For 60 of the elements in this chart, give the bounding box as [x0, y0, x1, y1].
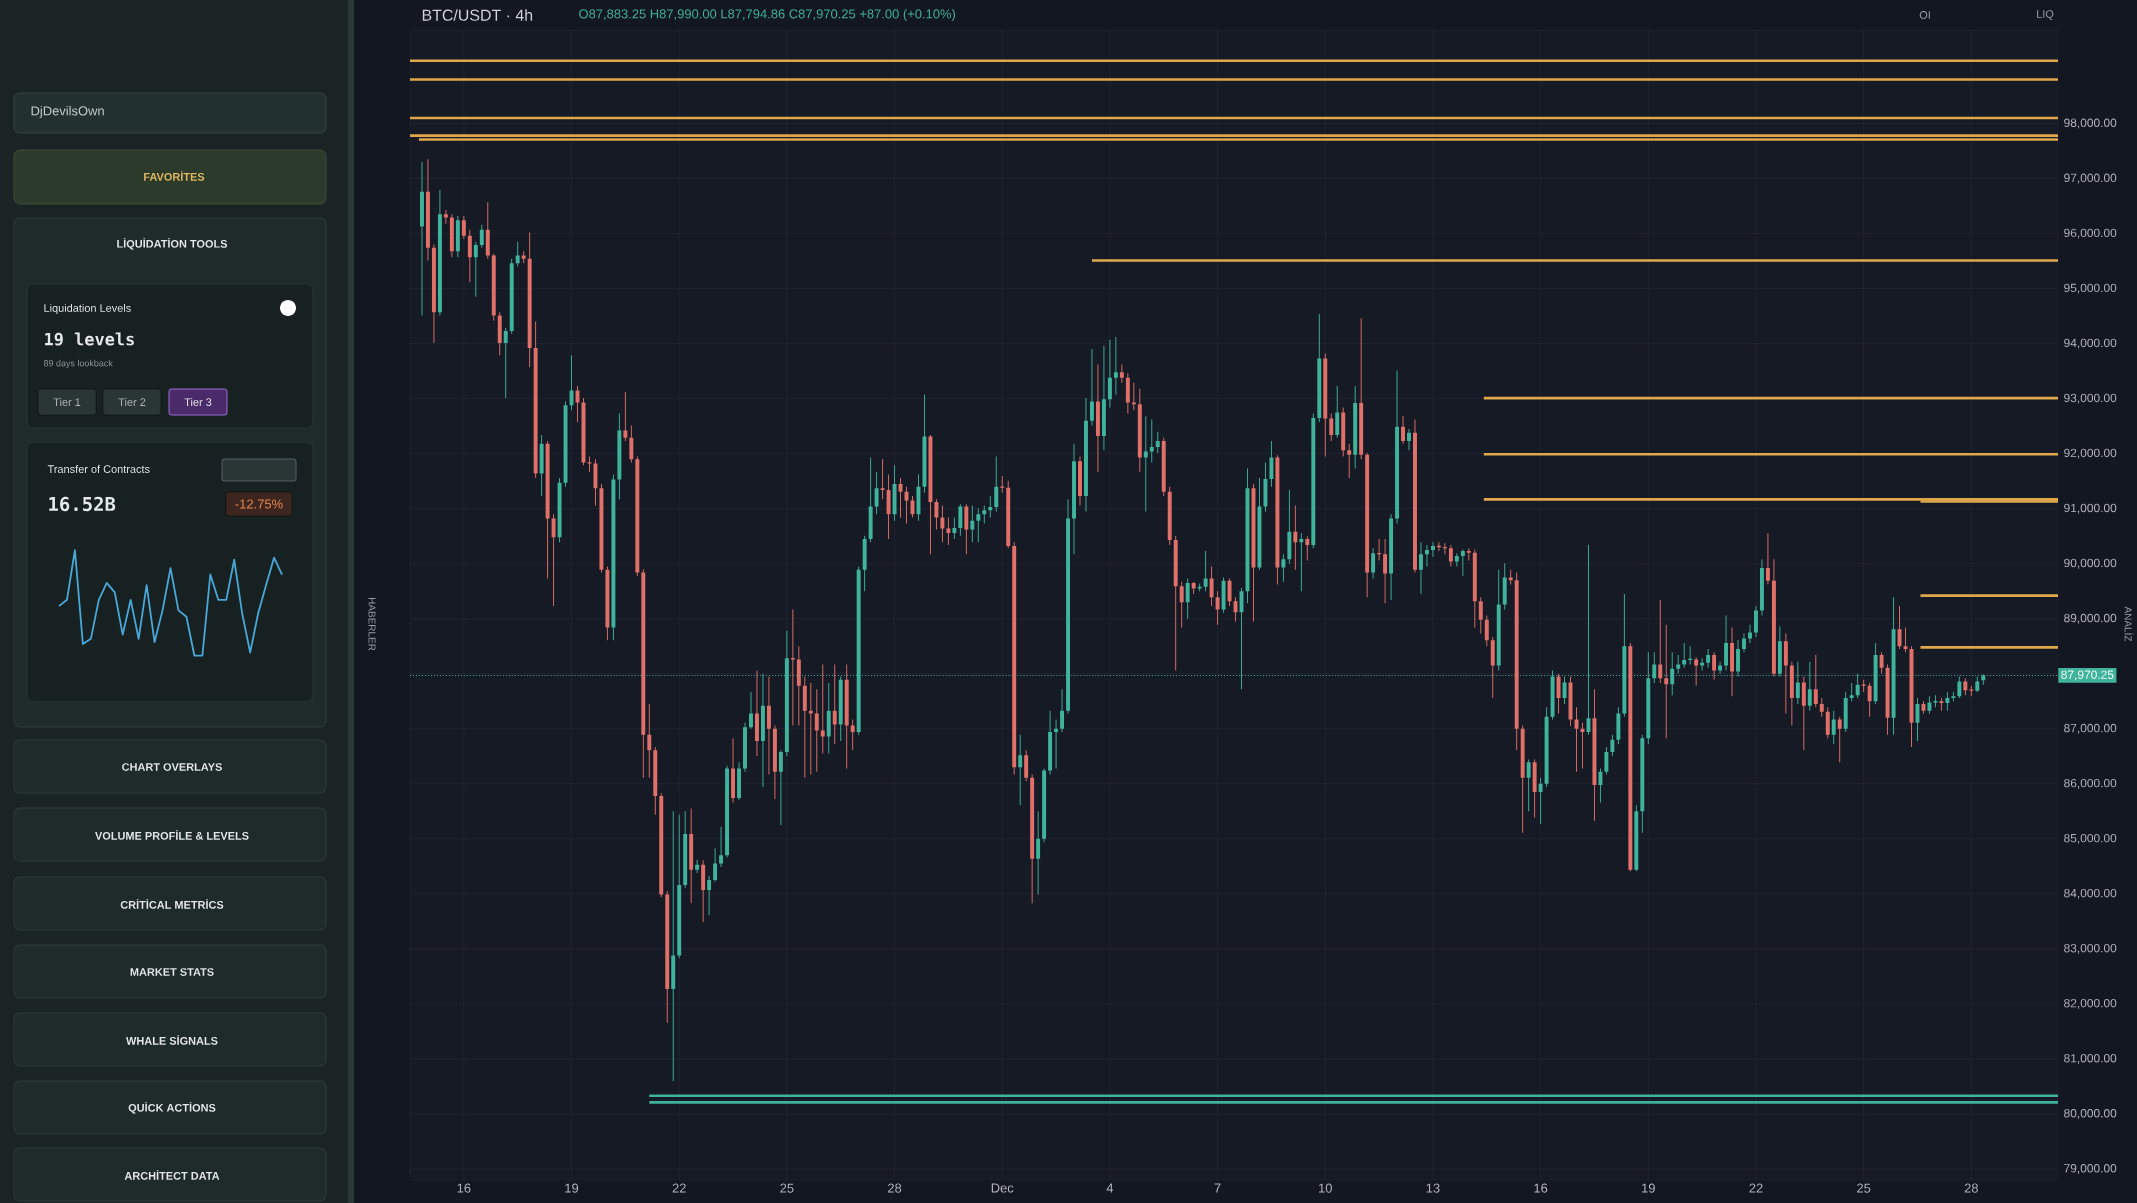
text: Transfer of Contracts — [47, 464, 150, 474]
text: OI — [1919, 11, 1930, 19]
text: LIQ — [2037, 10, 2054, 20]
y-tick-label: 91,000.00 — [2064, 503, 2117, 514]
text: LİQUİDATİON TOOLS — [117, 238, 228, 250]
x-tick-label: 4 — [1106, 1183, 1114, 1193]
x-tick-label: 10 — [1319, 1183, 1332, 1193]
x-tick-label: 22 — [672, 1183, 686, 1193]
text: 16.52B — [49, 496, 116, 512]
y-tick-label: 79,000.00 — [2064, 1164, 2117, 1174]
x-tick-label: 19 — [565, 1183, 579, 1193]
y-tick-label: 90,000.00 — [2064, 558, 2117, 569]
x-tick-label: 13 — [1426, 1183, 1440, 1193]
x-tick-label: 28 — [888, 1183, 902, 1193]
text: Liquidation Levels — [44, 303, 131, 315]
text: Tier 1 — [53, 397, 81, 407]
x-tick-label: 25 — [780, 1183, 794, 1193]
x-tick-label: 16 — [457, 1183, 471, 1193]
text: CHART OVERLAYS — [122, 763, 222, 771]
text: 89 days lookback — [43, 359, 113, 369]
y-tick-label: 95,000.00 — [2064, 283, 2117, 294]
chart-title: BTC/USDT · 4h — [422, 9, 533, 21]
x-tick-label: 25 — [1857, 1183, 1871, 1193]
text: HABERLER — [368, 597, 376, 651]
x-tick-label: 7 — [1214, 1183, 1221, 1193]
text: -12.75% — [235, 499, 283, 509]
y-tick-label: 85,000.00 — [2064, 833, 2117, 844]
text: VOLUME PROFİLE & LEVELS — [95, 830, 249, 840]
text: MARKET STATS — [130, 968, 214, 976]
y-tick-label: 98,000.00 — [2064, 118, 2117, 129]
text: Tier 3 — [184, 397, 212, 407]
y-tick-label: 80,000.00 — [2064, 1109, 2117, 1119]
y-tick-label: 86,000.00 — [2064, 778, 2117, 789]
x-tick-label: 16 — [1534, 1183, 1548, 1193]
y-tick-label: 87,000.00 — [2064, 723, 2117, 734]
y-tick-label: 83,000.00 — [2064, 943, 2117, 954]
y-tick-label: 82,000.00 — [2064, 998, 2117, 1009]
y-tick-label: 94,000.00 — [2064, 338, 2117, 349]
text: QUİCK ACTİONS — [128, 1102, 216, 1114]
y-tick-label: 92,000.00 — [2064, 448, 2117, 459]
x-tick-label: 22 — [1749, 1183, 1763, 1193]
x-tick-label: 28 — [1964, 1183, 1978, 1193]
y-tick-label: 93,000.00 — [2064, 393, 2117, 404]
ref-line-label: 87,970.25 — [2061, 670, 2114, 681]
y-tick-label: 96,000.00 — [2064, 228, 2117, 239]
text: CRİTİCAL METRİCS — [120, 899, 224, 909]
y-tick-label: 97,000.00 — [2064, 173, 2117, 184]
y-tick-label: 89,000.00 — [2064, 613, 2117, 624]
y-tick-label: 84,000.00 — [2064, 888, 2117, 899]
text: DjDevilsOwn — [31, 105, 104, 119]
text: Tier 2 — [118, 397, 146, 407]
text: 19 levels — [45, 332, 134, 346]
text: O87,883.25 H87,990.00 L87,794.86 C87,970.25 +87.00 (+0.10%) — [579, 8, 956, 22]
text: ANALİZ — [2124, 606, 2134, 642]
text: FAVORİTES — [144, 171, 205, 181]
x-tick-label: 19 — [1642, 1183, 1655, 1193]
y-tick-label: 81,000.00 — [2064, 1054, 2117, 1064]
x-tick-label: Dec — [991, 1183, 1014, 1193]
text: ARCHİTECT DATA — [124, 1170, 220, 1180]
text: WHALE SİGNALS — [126, 1035, 218, 1045]
